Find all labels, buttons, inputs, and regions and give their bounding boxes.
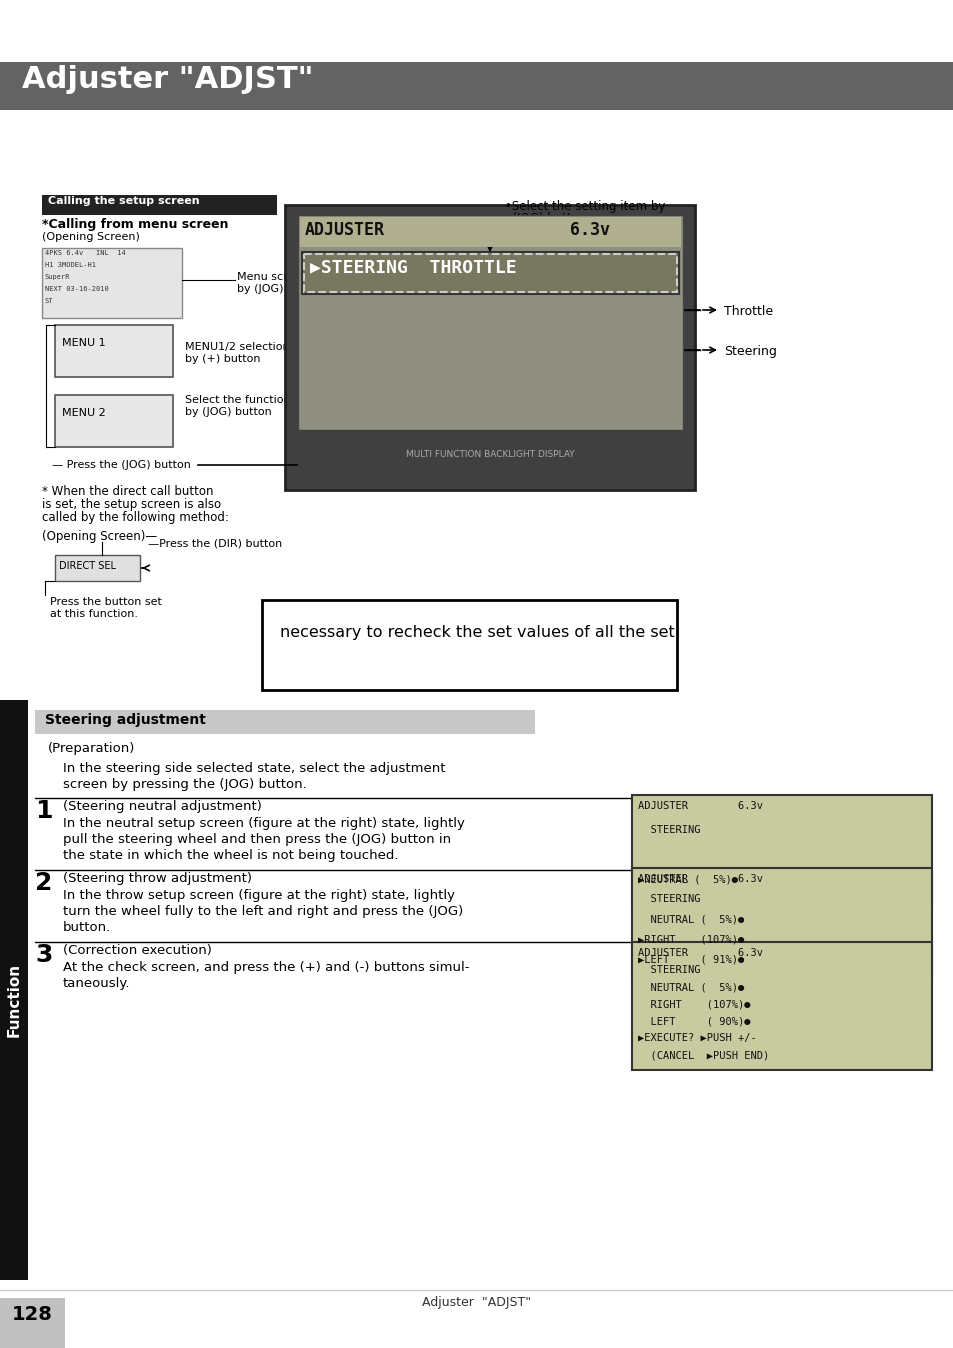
Bar bbox=[42, 195, 276, 214]
Text: NEXT 03-16-2010: NEXT 03-16-2010 bbox=[45, 286, 109, 293]
Bar bbox=[0, 62, 953, 111]
Bar bbox=[35, 710, 535, 735]
Bar bbox=[55, 555, 140, 581]
Text: (Correction execution): (Correction execution) bbox=[63, 944, 212, 957]
Text: ST: ST bbox=[45, 298, 53, 305]
Text: the state in which the wheel is not being touched.: the state in which the wheel is not bein… bbox=[63, 849, 398, 861]
Text: Adjuster  "ADJST": Adjuster "ADJST" bbox=[422, 1295, 531, 1309]
Bar bbox=[297, 430, 682, 485]
Text: —Press the (DIR) button: —Press the (DIR) button bbox=[148, 538, 282, 549]
Text: Function: Function bbox=[7, 962, 22, 1037]
Text: ADJUSTER        6.3v: ADJUSTER 6.3v bbox=[638, 948, 762, 958]
Text: Steering adjustment: Steering adjustment bbox=[45, 713, 206, 727]
Text: (Preparation): (Preparation) bbox=[48, 741, 135, 755]
Text: 3: 3 bbox=[35, 944, 52, 967]
Text: (JOG) button: (JOG) button bbox=[504, 212, 586, 225]
Text: ▶RIGHT    (107%)●: ▶RIGHT (107%)● bbox=[638, 934, 743, 944]
Text: by (JOG) button: by (JOG) button bbox=[236, 284, 323, 294]
Text: ▶EXECUTE? ▶PUSH +/-: ▶EXECUTE? ▶PUSH +/- bbox=[638, 1034, 756, 1043]
Bar bbox=[0, 1298, 65, 1348]
Text: * When the direct call button: * When the direct call button bbox=[42, 485, 213, 497]
Bar bbox=[55, 325, 172, 377]
Text: called by the following method:: called by the following method: bbox=[42, 511, 229, 524]
Text: Steering: Steering bbox=[723, 345, 776, 359]
Text: button.: button. bbox=[63, 921, 112, 934]
Text: by (+) button: by (+) button bbox=[185, 355, 260, 364]
Text: 128: 128 bbox=[11, 1305, 52, 1325]
Text: 6.3v: 6.3v bbox=[569, 221, 609, 239]
Bar bbox=[631, 868, 931, 979]
Text: (Steering neutral adjustment): (Steering neutral adjustment) bbox=[63, 799, 262, 813]
Text: LEFT     ( 90%)●: LEFT ( 90%)● bbox=[638, 1016, 750, 1026]
Text: Adjuster "ADJST": Adjuster "ADJST" bbox=[22, 65, 314, 94]
Text: pull the steering wheel and then press the (JOG) button in: pull the steering wheel and then press t… bbox=[63, 833, 451, 847]
Bar bbox=[299, 217, 680, 247]
Text: 1: 1 bbox=[35, 799, 52, 824]
Text: In the neutral setup screen (figure at the right) state, lightly: In the neutral setup screen (figure at t… bbox=[63, 817, 464, 830]
Text: Select the function: Select the function bbox=[185, 395, 291, 404]
Text: (Opening Screen)—: (Opening Screen)— bbox=[42, 530, 157, 543]
Bar bbox=[297, 214, 682, 430]
Bar bbox=[631, 795, 931, 905]
Text: by (JOG) button: by (JOG) button bbox=[185, 407, 272, 417]
Text: MENU 2: MENU 2 bbox=[62, 408, 106, 418]
Text: *Calling from menu screen: *Calling from menu screen bbox=[42, 218, 229, 231]
Bar bbox=[55, 395, 172, 448]
Text: MENU 1: MENU 1 bbox=[62, 338, 106, 348]
Text: In the throw setup screen (figure at the right) state, lightly: In the throw setup screen (figure at the… bbox=[63, 888, 455, 902]
Text: 4PKS 6.4v   INL  14: 4PKS 6.4v INL 14 bbox=[45, 249, 126, 256]
Text: STEERING: STEERING bbox=[638, 894, 700, 905]
Text: STEERING: STEERING bbox=[638, 965, 700, 975]
Text: at this function.: at this function. bbox=[50, 609, 138, 619]
Text: is set, the setup screen is also: is set, the setup screen is also bbox=[42, 497, 221, 511]
Text: H1 3MODEL-H1: H1 3MODEL-H1 bbox=[45, 262, 96, 268]
Text: Press the button set: Press the button set bbox=[50, 597, 162, 607]
Text: STEERING: STEERING bbox=[638, 825, 700, 836]
Bar bbox=[302, 252, 679, 294]
Text: (Steering throw adjustment): (Steering throw adjustment) bbox=[63, 872, 252, 886]
Text: *▶blinks at the current: *▶blinks at the current bbox=[504, 231, 639, 243]
Text: setup item.: setup item. bbox=[504, 243, 583, 255]
Text: NEUTRAL (  5%)●: NEUTRAL ( 5%)● bbox=[638, 914, 743, 923]
Text: necessary to recheck the set values of all the set: necessary to recheck the set values of a… bbox=[280, 624, 674, 639]
Bar bbox=[631, 942, 931, 1070]
Text: Throttle: Throttle bbox=[723, 305, 772, 318]
Text: turn the wheel fully to the left and right and press the (JOG): turn the wheel fully to the left and rig… bbox=[63, 905, 463, 918]
Text: Menu screen call: Menu screen call bbox=[236, 272, 331, 282]
Text: (Opening Screen): (Opening Screen) bbox=[42, 232, 140, 243]
Text: taneously.: taneously. bbox=[63, 977, 131, 989]
Text: Calling the setup screen: Calling the setup screen bbox=[48, 195, 199, 206]
Bar bbox=[304, 253, 677, 293]
Text: In the steering side selected state, select the adjustment: In the steering side selected state, sel… bbox=[63, 762, 445, 775]
Text: ▶STEERING  THROTTLE: ▶STEERING THROTTLE bbox=[310, 257, 517, 276]
Text: 2: 2 bbox=[35, 871, 52, 895]
Text: MULTI FUNCTION BACKLIGHT DISPLAY: MULTI FUNCTION BACKLIGHT DISPLAY bbox=[405, 450, 574, 460]
Text: ADJUSTER        6.3v: ADJUSTER 6.3v bbox=[638, 874, 762, 884]
Text: MENU1/2 selection: MENU1/2 selection bbox=[185, 342, 290, 352]
Text: At the check screen, and press the (+) and (-) buttons simul-: At the check screen, and press the (+) a… bbox=[63, 961, 469, 975]
Text: DIRECT SEL: DIRECT SEL bbox=[59, 561, 116, 572]
Text: ▶NEUTRAL (  5%)●: ▶NEUTRAL ( 5%)● bbox=[638, 875, 738, 884]
Text: ADJUSTER: ADJUSTER bbox=[305, 221, 385, 239]
Bar bbox=[262, 600, 677, 690]
Text: — Press the (JOG) button: — Press the (JOG) button bbox=[52, 460, 191, 470]
Bar bbox=[0, 700, 28, 1281]
Text: screen by pressing the (JOG) button.: screen by pressing the (JOG) button. bbox=[63, 778, 307, 791]
Text: ADJUSTER        6.3v: ADJUSTER 6.3v bbox=[638, 801, 762, 811]
Bar bbox=[285, 205, 695, 491]
Text: RIGHT    (107%)●: RIGHT (107%)● bbox=[638, 999, 750, 1010]
Text: ▶LEFT     ( 91%)●: ▶LEFT ( 91%)● bbox=[638, 954, 743, 964]
Text: NEUTRAL (  5%)●: NEUTRAL ( 5%)● bbox=[638, 983, 743, 992]
Text: SuperR: SuperR bbox=[45, 274, 71, 280]
Bar bbox=[42, 248, 182, 318]
Text: •Select the setting item by: •Select the setting item by bbox=[504, 200, 664, 213]
Text: (CANCEL  ▶PUSH END): (CANCEL ▶PUSH END) bbox=[638, 1050, 768, 1061]
